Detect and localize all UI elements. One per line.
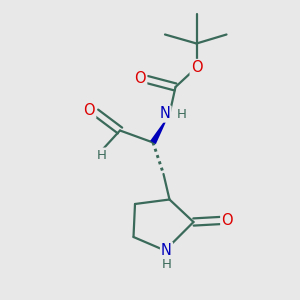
Text: O: O (84, 103, 95, 118)
Text: N: N (160, 106, 170, 122)
Text: O: O (221, 213, 233, 228)
Text: O: O (135, 70, 146, 86)
Polygon shape (150, 114, 170, 144)
Text: H: H (177, 107, 187, 121)
Text: H: H (97, 148, 107, 162)
Text: N: N (161, 243, 172, 258)
Text: H: H (162, 257, 171, 271)
Text: O: O (191, 60, 202, 75)
